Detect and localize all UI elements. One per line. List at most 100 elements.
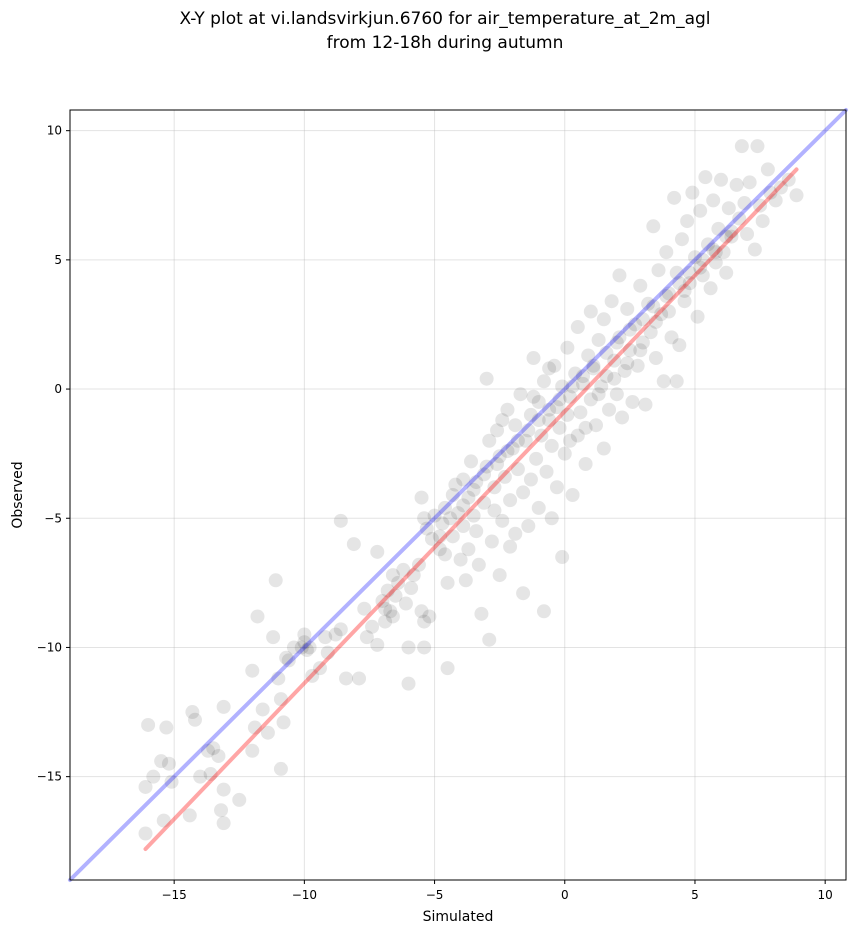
scatter-point <box>768 193 783 208</box>
y-axis-label: Observed <box>10 461 26 528</box>
scatter-point <box>544 438 559 453</box>
scatter-point <box>599 345 614 360</box>
scatter-point <box>492 568 507 583</box>
scatter-point <box>510 462 525 477</box>
scatter-point <box>693 203 708 218</box>
scatter-point <box>615 410 630 425</box>
scatter-point <box>721 201 736 216</box>
scatter-point <box>633 343 648 358</box>
scatter-point <box>466 482 481 497</box>
scatter-point <box>365 619 380 634</box>
scatter-point <box>388 588 403 603</box>
scatter-point <box>414 604 429 619</box>
scatter-point <box>526 389 541 404</box>
scatter-point <box>273 761 288 776</box>
scatter-point <box>669 265 684 280</box>
scatter-point <box>302 640 317 655</box>
scatter-point <box>719 265 734 280</box>
scatter-point <box>742 175 757 190</box>
scatter-point <box>604 294 619 309</box>
grid-lines <box>70 110 846 880</box>
scatter-point <box>333 513 348 528</box>
y-tick-label: 10 <box>47 124 62 138</box>
scatter-point <box>518 433 533 448</box>
scatter-point <box>534 428 549 443</box>
scatter-point <box>206 741 221 756</box>
scatter-point <box>466 508 481 523</box>
scatter-point <box>674 232 689 247</box>
scatter-point <box>469 475 484 490</box>
scatter-point <box>708 255 723 270</box>
scatter-point <box>477 467 492 482</box>
scatter-point <box>620 301 635 316</box>
x-tick-label: 5 <box>691 888 699 902</box>
scatter-point <box>380 583 395 598</box>
scatter-point <box>279 650 294 665</box>
y-tick-label: 0 <box>54 382 62 396</box>
scatter-point <box>359 630 374 645</box>
scatter-point <box>482 632 497 647</box>
scatter-point <box>456 498 471 513</box>
scatter-point <box>724 224 739 239</box>
scatter-point <box>536 374 551 389</box>
scatter-point <box>575 376 590 391</box>
scatter-point <box>513 387 528 402</box>
scatter-point <box>703 281 718 296</box>
scatter-point <box>432 529 447 544</box>
scatter-point <box>411 557 426 572</box>
scatter-point <box>695 268 710 283</box>
scatter-point <box>469 524 484 539</box>
scatter-point <box>487 503 502 518</box>
scatter-point <box>375 593 390 608</box>
scatter-point <box>714 172 729 187</box>
scatter-point <box>555 550 570 565</box>
scatter-point <box>445 488 460 502</box>
scatter-point <box>154 754 169 769</box>
scatter-point <box>159 720 174 735</box>
scatter-point <box>661 304 676 319</box>
scatter-point <box>490 423 505 438</box>
scatter-point <box>664 330 679 345</box>
identity-line <box>68 108 848 882</box>
scatter-point <box>568 366 583 381</box>
x-tick-label: −15 <box>161 888 186 902</box>
scatter-point <box>495 413 510 428</box>
scatter-point <box>596 441 611 456</box>
scatter-point <box>646 299 661 314</box>
scatter-point <box>487 480 502 495</box>
scatter-point <box>203 767 218 782</box>
scatter-point <box>700 237 715 252</box>
scatter-point <box>370 544 385 559</box>
scatter-point <box>503 539 518 554</box>
scatter-point <box>635 335 650 350</box>
scatter-point <box>474 606 489 621</box>
scatter-point <box>193 769 208 784</box>
scatter-point <box>401 676 416 691</box>
scatter-point <box>141 717 156 732</box>
scatter-point <box>763 185 778 200</box>
scatter-point <box>643 325 658 340</box>
scatter-point <box>503 493 518 508</box>
scatter-point <box>581 348 596 363</box>
scatter-point <box>750 139 765 154</box>
y-tick-label: 5 <box>54 253 62 267</box>
scatter-point <box>549 480 564 495</box>
scatter-point <box>484 534 499 549</box>
plot-area-frame <box>69 109 847 881</box>
scatter-point <box>216 782 231 797</box>
scatter-point <box>440 575 455 590</box>
data-points <box>138 139 804 841</box>
x-tick-label: −10 <box>292 888 317 902</box>
scatter-point <box>570 428 585 443</box>
scatter-point <box>641 296 656 311</box>
scatter-point <box>555 379 570 394</box>
scatter-point <box>346 537 361 552</box>
scatter-point <box>570 320 585 335</box>
scatter-point <box>138 826 153 841</box>
scatter-point <box>328 627 343 642</box>
scatter-point <box>583 304 598 319</box>
scatter-point <box>753 198 768 213</box>
scatter-point <box>586 361 601 376</box>
scatter-point <box>542 413 557 428</box>
scatter-point <box>521 423 536 438</box>
